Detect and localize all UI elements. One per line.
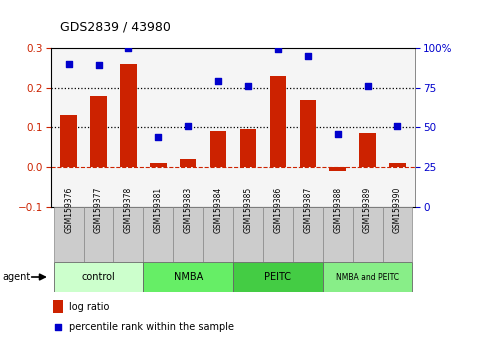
- Text: GSM159383: GSM159383: [184, 187, 193, 233]
- Point: [244, 83, 252, 89]
- Text: GSM159381: GSM159381: [154, 187, 163, 233]
- Bar: [293, 207, 323, 262]
- Bar: [84, 207, 114, 262]
- Bar: [329, 167, 346, 171]
- Bar: [173, 207, 203, 262]
- Bar: [240, 130, 256, 167]
- Bar: [180, 159, 197, 167]
- Text: NMBA and PEITC: NMBA and PEITC: [336, 273, 399, 281]
- Point: [155, 134, 162, 140]
- Bar: [54, 207, 84, 262]
- Bar: [120, 64, 137, 167]
- Point: [214, 79, 222, 84]
- Point: [185, 123, 192, 129]
- Bar: [90, 96, 107, 167]
- Text: NMBA: NMBA: [173, 272, 203, 282]
- Point: [65, 61, 72, 67]
- Bar: [54, 262, 143, 292]
- Bar: [359, 133, 376, 167]
- Text: percentile rank within the sample: percentile rank within the sample: [69, 322, 234, 332]
- Text: control: control: [82, 272, 115, 282]
- Text: agent: agent: [2, 272, 30, 282]
- Text: GSM159378: GSM159378: [124, 187, 133, 233]
- Text: GSM159388: GSM159388: [333, 187, 342, 233]
- Bar: [323, 207, 353, 262]
- Bar: [53, 300, 63, 313]
- Bar: [233, 262, 323, 292]
- Text: GSM159376: GSM159376: [64, 187, 73, 233]
- Bar: [60, 115, 77, 167]
- Text: PEITC: PEITC: [264, 272, 291, 282]
- Point: [125, 45, 132, 51]
- Text: GSM159384: GSM159384: [213, 187, 223, 233]
- Point: [334, 131, 341, 137]
- Text: GSM159386: GSM159386: [273, 187, 283, 233]
- Point: [274, 47, 282, 52]
- Point: [54, 324, 61, 330]
- Text: GSM159387: GSM159387: [303, 187, 313, 233]
- Bar: [270, 76, 286, 167]
- Point: [304, 53, 312, 58]
- Point: [95, 62, 102, 68]
- Bar: [299, 99, 316, 167]
- Text: GDS2839 / 43980: GDS2839 / 43980: [60, 21, 171, 34]
- Bar: [114, 207, 143, 262]
- Bar: [150, 163, 167, 167]
- Bar: [353, 207, 383, 262]
- Text: GSM159377: GSM159377: [94, 187, 103, 233]
- Bar: [323, 262, 412, 292]
- Bar: [143, 207, 173, 262]
- Bar: [383, 207, 412, 262]
- Text: log ratio: log ratio: [69, 302, 109, 312]
- Bar: [389, 163, 406, 167]
- Bar: [263, 207, 293, 262]
- Text: GSM159389: GSM159389: [363, 187, 372, 233]
- Text: GSM159385: GSM159385: [243, 187, 253, 233]
- Bar: [233, 207, 263, 262]
- Bar: [210, 131, 227, 167]
- Bar: [143, 262, 233, 292]
- Point: [364, 83, 371, 89]
- Point: [394, 123, 401, 129]
- Text: GSM159390: GSM159390: [393, 187, 402, 233]
- Bar: [203, 207, 233, 262]
